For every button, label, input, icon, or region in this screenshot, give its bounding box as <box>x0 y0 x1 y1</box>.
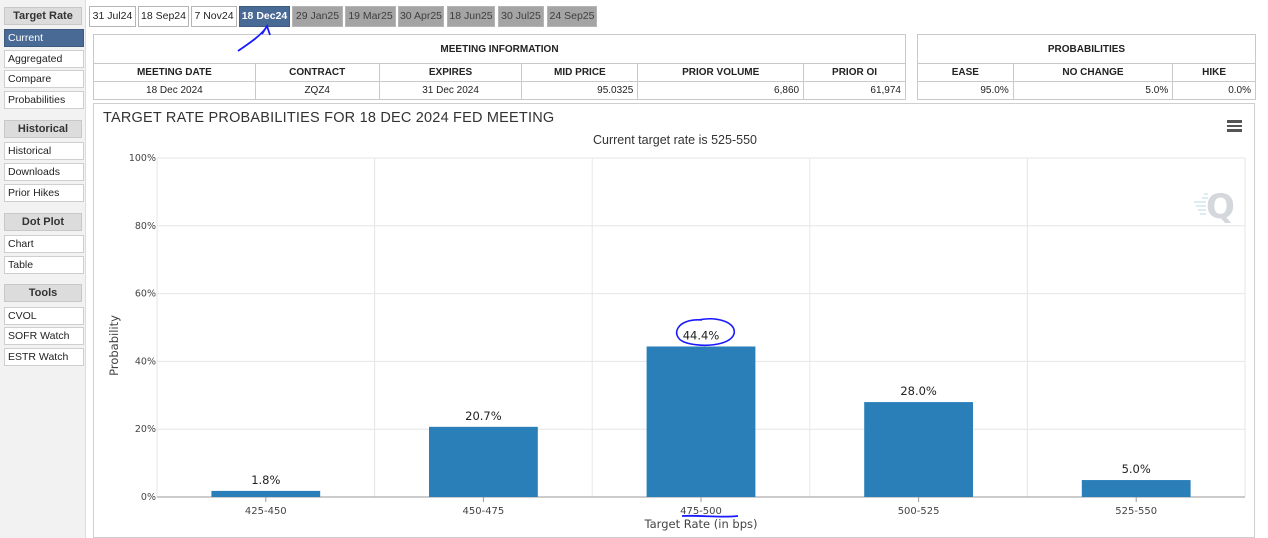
data-label: 20.7% <box>465 409 502 423</box>
tab-meeting-18-sep24[interactable]: 18 Sep24 <box>138 6 189 27</box>
tab-meeting-30-jul25[interactable]: 30 Jul25 <box>498 6 544 27</box>
tab-meeting-18-dec24[interactable]: 18 Dec24 <box>239 6 290 27</box>
sidebar-item-probabilities[interactable]: Probabilities <box>4 91 84 109</box>
column-header: MID PRICE <box>521 63 639 82</box>
y-tick-label: 100% <box>129 153 156 164</box>
sidebar-heading-dot-plot: Dot Plot <box>4 213 82 231</box>
sidebar-item-current[interactable]: Current <box>4 29 84 47</box>
column-header: MEETING DATE <box>93 63 256 82</box>
bar <box>864 402 973 497</box>
y-tick-label: 60% <box>135 289 156 300</box>
y-axis-title: Probability <box>107 315 121 376</box>
no-change-cell: 5.0% <box>1012 81 1174 100</box>
sidebar-heading-historical: Historical <box>4 120 82 138</box>
tab-meeting-31-jul24[interactable]: 31 Jul24 <box>89 6 136 27</box>
sidebar-item-prior-hikes[interactable]: Prior Hikes <box>4 184 84 202</box>
y-tick-label: 80% <box>135 221 156 232</box>
y-tick-label: 0% <box>141 492 156 503</box>
sidebar-item-historical[interactable]: Historical <box>4 142 84 160</box>
hamburger-menu-icon[interactable] <box>1227 120 1242 132</box>
sidebar-item-chart[interactable]: Chart <box>4 235 84 253</box>
probabilities-table: PROBABILITIES EASE NO CHANGE HIKE 95.0% … <box>917 34 1256 100</box>
data-label: 44.4% <box>683 328 720 342</box>
column-header: PRIOR OI <box>803 63 906 82</box>
meeting-date-cell: 18 Dec 2024 <box>93 81 256 100</box>
q-logo-icon: Q <box>1194 187 1235 226</box>
data-label: 5.0% <box>1122 462 1151 476</box>
bar <box>211 490 321 497</box>
x-axis-title: Target Rate (in bps) <box>644 517 758 531</box>
expires-cell: 31 Dec 2024 <box>378 81 523 100</box>
tab-meeting-29-jan25[interactable]: 29 Jan25 <box>292 6 343 27</box>
probabilities-title: PROBABILITIES <box>917 34 1256 64</box>
data-label: 1.8% <box>251 473 280 487</box>
ease-cell: 95.0% <box>917 81 1014 100</box>
chart-panel: TARGET RATE PROBABILITIES FOR 18 DEC 202… <box>93 103 1255 538</box>
y-tick-label: 20% <box>135 424 156 435</box>
column-header: PRIOR VOLUME <box>637 63 805 82</box>
contract-cell: ZQZ4 <box>254 81 380 100</box>
chart-subtitle: Current target rate is 525-550 <box>593 133 757 147</box>
column-header: CONTRACT <box>254 63 380 82</box>
prior-volume-cell: 6,860 <box>637 81 805 100</box>
sidebar-item-estr-watch[interactable]: ESTR Watch <box>4 348 84 366</box>
tab-meeting-7-nov24[interactable]: 7 Nov24 <box>191 6 237 27</box>
sidebar-heading-tools: Tools <box>4 284 82 302</box>
sidebar-item-sofr-watch[interactable]: SOFR Watch <box>4 327 84 345</box>
svg-text:Q: Q <box>1206 187 1235 226</box>
data-label: 28.0% <box>900 384 937 398</box>
chart-title: TARGET RATE PROBABILITIES FOR 18 DEC 202… <box>103 110 555 126</box>
x-tick-label: 450-475 <box>463 506 505 517</box>
prior-oi-cell: 61,974 <box>803 81 906 100</box>
x-tick-label: 475-500 <box>680 506 722 517</box>
column-header: EASE <box>917 63 1014 82</box>
meeting-information-table: MEETING INFORMATION MEETING DATE CONTRAC… <box>93 34 906 100</box>
bar <box>1081 480 1191 497</box>
x-tick-label: 425-450 <box>245 506 287 517</box>
sidebar-item-compare[interactable]: Compare <box>4 70 84 88</box>
tab-meeting-19-mar25[interactable]: 19 Mar25 <box>345 6 396 27</box>
mid-price-cell: 95.0325 <box>521 81 639 100</box>
column-header: HIKE <box>1172 63 1256 82</box>
meeting-information-title: MEETING INFORMATION <box>93 34 906 64</box>
tab-meeting-24-sep25[interactable]: 24 Sep25 <box>547 6 597 27</box>
sidebar-item-aggregated[interactable]: Aggregated <box>4 50 84 68</box>
bar <box>646 346 756 497</box>
tab-meeting-30-apr25[interactable]: 30 Apr25 <box>398 6 444 27</box>
y-tick-label: 40% <box>135 356 156 367</box>
sidebar-item-downloads[interactable]: Downloads <box>4 163 84 181</box>
sidebar-item-table[interactable]: Table <box>4 256 84 274</box>
column-header: NO CHANGE <box>1012 63 1174 82</box>
sidebar: Target Rate Current Aggregated Compare P… <box>0 0 86 538</box>
x-tick-label: 525-550 <box>1115 506 1157 517</box>
hike-cell: 0.0% <box>1172 81 1256 100</box>
column-header: EXPIRES <box>378 63 523 82</box>
sidebar-heading-target-rate: Target Rate <box>4 7 82 25</box>
x-tick-label: 500-525 <box>898 506 940 517</box>
sidebar-item-cvol[interactable]: CVOL <box>4 307 84 325</box>
bar <box>429 426 538 497</box>
bar-chart: 0% 20% 40% 60% 80% 100% 1.8% 425-450 20.7% 450-47… <box>107 153 1246 531</box>
tab-meeting-18-jun25[interactable]: 18 Jun25 <box>447 6 495 27</box>
